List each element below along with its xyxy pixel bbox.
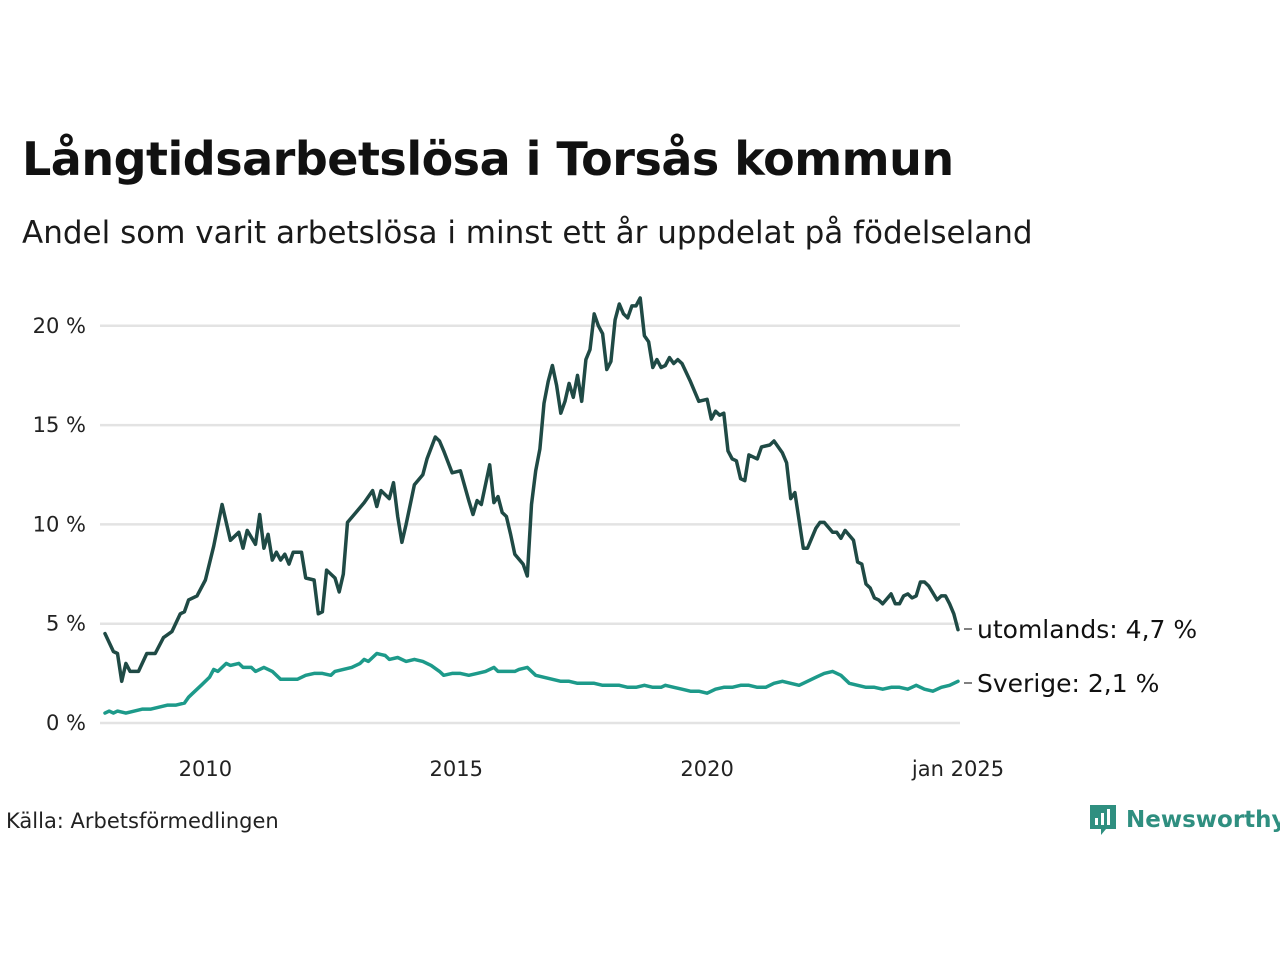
series-line-sverige xyxy=(103,651,960,715)
newsworthy-logo-icon xyxy=(1090,805,1116,835)
series-lines xyxy=(103,296,960,715)
line-chart: 0 %5 %10 %15 %20 % 2010 2015 2020 jan 2025 … xyxy=(33,296,1197,781)
y-tick-label: 0 % xyxy=(46,711,86,735)
x-tick-label: 2015 xyxy=(430,757,483,781)
end-label-utomlands: utomlands: 4,7 % xyxy=(977,615,1197,644)
x-tick-label: 2020 xyxy=(680,757,733,781)
end-label-sverige: Sverige: 2,1 % xyxy=(977,669,1159,698)
series-line-utomlands xyxy=(103,296,960,684)
x-axis-ticks: 2010 2015 2020 jan 2025 xyxy=(179,757,1004,781)
y-tick-label: 20 % xyxy=(33,314,86,338)
brand-name: Newsworthy xyxy=(1126,807,1280,833)
y-tick-label: 5 % xyxy=(46,612,86,636)
series-end-labels: utomlands: 4,7 % Sverige: 2,1 % xyxy=(964,615,1197,698)
brand-logo[interactable]: Newsworthy xyxy=(1088,803,1280,837)
source-note: Källa: Arbetsförmedlingen xyxy=(6,809,279,833)
x-tick-label: 2010 xyxy=(179,757,232,781)
y-tick-label: 10 % xyxy=(33,512,86,536)
y-axis-ticks: 0 % 5 % 10 % 15 % 20 % xyxy=(33,314,86,735)
x-tick-label: jan 2025 xyxy=(911,757,1004,781)
y-tick-label: 15 % xyxy=(33,413,86,437)
chart-title: Långtidsarbetslösa i Torsås kommun xyxy=(22,132,954,186)
chart-subtitle: Andel som varit arbetslösa i minst ett å… xyxy=(22,215,1033,251)
